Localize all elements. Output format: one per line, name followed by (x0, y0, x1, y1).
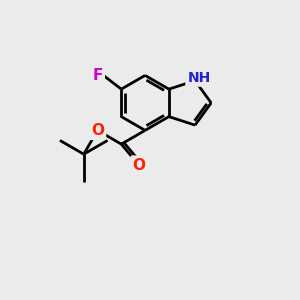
Text: F: F (92, 68, 103, 83)
Text: NH: NH (187, 71, 211, 85)
Text: O: O (133, 158, 146, 173)
Text: O: O (91, 123, 104, 138)
